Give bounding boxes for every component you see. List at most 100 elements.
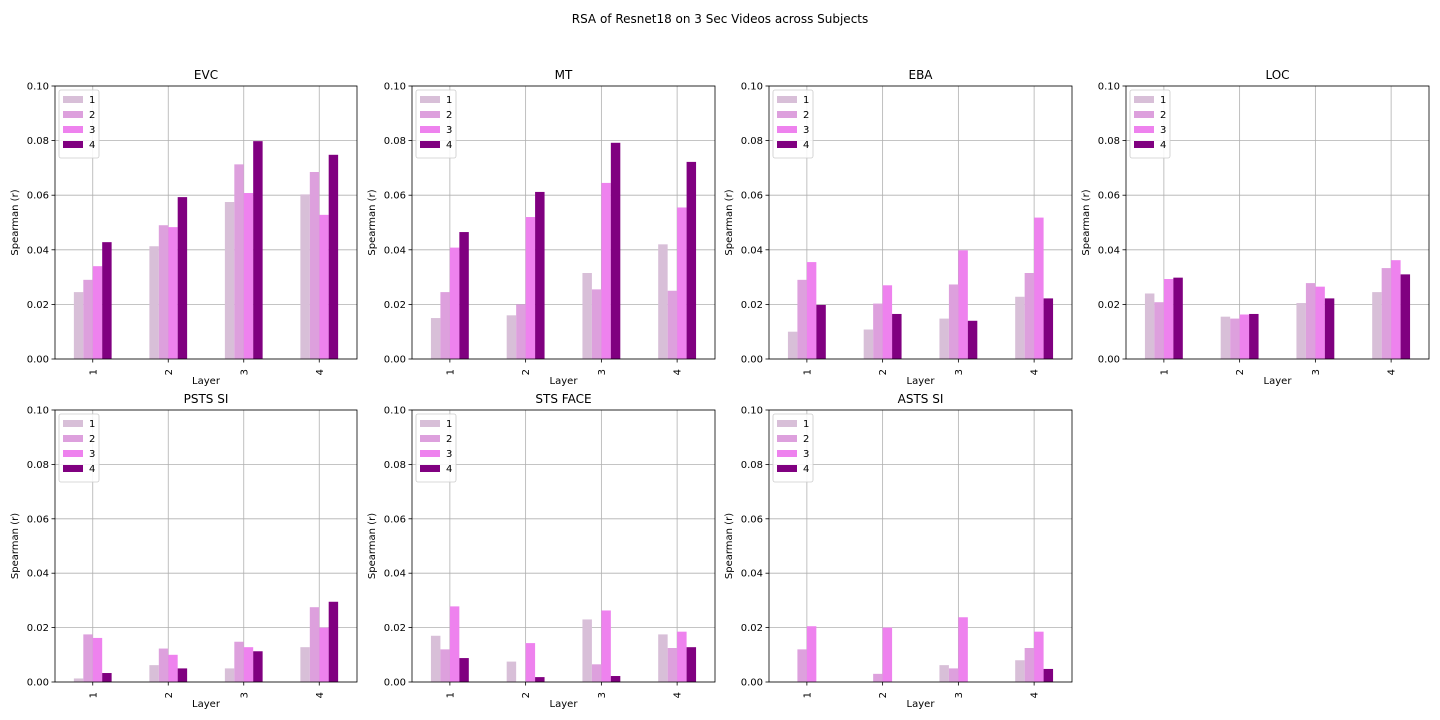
legend-swatch [63,141,83,148]
legend-swatch [63,435,83,442]
legend-swatch [420,111,440,118]
legend-swatch [1134,126,1154,133]
x-tick-label: 3 [1311,369,1322,375]
legend-swatch [777,420,797,427]
bar [92,637,103,682]
y-tick-label: 0.00 [1098,355,1120,366]
legend-swatch [63,111,83,118]
y-tick-label: 0.08 [384,460,406,471]
x-tick-label: 4 [1030,369,1041,375]
bar [234,164,244,359]
legend-label: 2 [803,110,809,121]
bar [1144,293,1155,359]
bar [177,668,188,682]
x-tick-label: 2 [878,692,889,698]
bar [253,651,263,682]
bar [610,142,621,359]
bar [686,647,697,682]
axes-frame [54,85,358,360]
legend-swatch [420,96,440,103]
bar [967,320,978,359]
bar [677,631,687,682]
bar [882,627,893,682]
legend-label: 3 [446,125,452,136]
legend-swatch [420,126,440,133]
y-tick-label: 0.02 [384,300,406,311]
legend-label: 2 [446,434,452,445]
bar [459,658,469,682]
bar [601,610,611,682]
x-tick-label: 2 [521,369,532,375]
figure-title: RSA of Resnet18 on 3 Sec Videos across S… [571,12,869,26]
subplot-sts-face: 0.00 0.02 0.04 0.06 0.08 0.10 1 2 3 4 STS FACE Laye… [367,392,716,710]
bar [158,648,169,682]
subplot-title: ASTS SI [898,392,944,406]
legend: 1 2 3 4 [772,89,814,159]
bar [892,313,902,359]
bar [667,648,678,682]
y-axis-label: Spearman (r) [367,189,378,255]
y-tick-label: 0.04 [27,245,49,256]
bar [535,191,545,359]
x-tick-label: 4 [1030,692,1041,698]
legend-label: 4 [446,464,452,475]
legend-swatch [777,111,797,118]
bar [319,627,329,682]
bar [102,242,112,359]
x-tick-label: 3 [239,692,250,698]
x-axis-label: Layer [907,376,936,387]
bar [243,193,254,359]
bar [83,634,93,682]
legend-swatch [420,435,440,442]
bar [319,214,329,359]
y-tick-label: 0.06 [741,191,763,202]
y-tick-label: 0.04 [741,569,763,580]
bar [73,292,84,359]
y-tick-label: 0.06 [27,514,49,525]
legend-label: 1 [803,95,809,106]
legend: 1 2 3 4 [415,89,457,159]
legend-label: 2 [446,110,452,121]
x-tick-label: 3 [954,369,965,375]
legend: 1 2 3 4 [58,89,100,159]
y-tick-label: 0.06 [384,191,406,202]
bar [430,318,441,359]
bar [73,678,84,682]
bar [1154,302,1164,359]
bar [686,161,697,359]
legend-label: 4 [446,140,452,151]
bar [177,197,188,359]
legend-swatch [63,450,83,457]
legend-swatch [1134,111,1154,118]
bar [149,246,159,359]
bar [658,634,668,682]
y-tick-label: 0.02 [384,623,406,634]
legend-swatch [63,420,83,427]
bar [328,601,339,682]
bar [168,227,178,359]
bar [1043,668,1054,682]
bar [158,225,169,359]
legend-swatch [420,450,440,457]
x-tick-label: 2 [1235,369,1246,375]
bar [939,665,949,682]
y-tick-label: 0.02 [27,623,49,634]
bar [948,284,959,359]
legend: 1 2 3 4 [1129,89,1171,159]
legend-label: 4 [803,464,809,475]
y-tick-label: 0.00 [27,678,49,689]
bar [234,641,244,682]
bar [591,664,602,682]
bar [601,182,611,359]
subplot-title: MT [555,68,573,82]
bar [939,318,949,359]
bar [440,649,450,682]
bar [1043,298,1054,359]
bar [1024,648,1035,682]
x-tick-label: 2 [164,692,175,698]
subplot-title: PSTS SI [184,392,229,406]
bar [1015,660,1025,682]
bar [300,647,310,682]
axes-frame [768,409,1073,683]
subplot-title: EVC [194,68,218,82]
